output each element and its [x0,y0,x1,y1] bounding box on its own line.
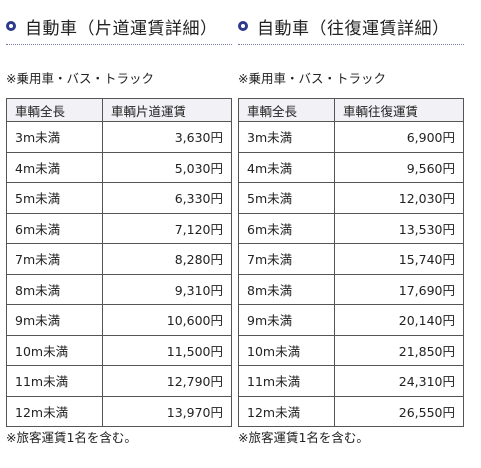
fare-cell: 12,790円 [102,365,232,397]
vehicle-length-cell: 11m未満 [6,365,103,397]
table-row: 6m未満 13,530円 [238,212,464,244]
vehicle-length-cell: 8m未満 [6,273,103,305]
fare-cell: 24,310円 [334,365,464,397]
table-header-row: 車輌全長 車輌往復運賃 [238,98,464,122]
round-trip-fare-header: 車輌往復運賃 [334,98,464,122]
fare-cell: 17,690円 [334,273,464,305]
vehicle-length-cell: 6m未満 [6,212,103,244]
fare-cell: 11,500円 [102,334,232,366]
one-way-fare-panel: 自動車（片道運賃詳細） ※乗用車・バス・トラック 車輌全長 車輌片道運賃 3m未… [6,0,232,446]
table-row: 6m未満 7,120円 [6,212,232,244]
table-row: 12m未満 26,550円 [238,395,464,427]
vehicle-length-cell: 10m未満 [238,334,335,366]
vehicle-length-cell: 8m未満 [238,273,335,305]
fare-cell: 9,310円 [102,273,232,305]
table-row: 5m未満 6,330円 [6,182,232,214]
table-row: 11m未満 24,310円 [238,365,464,397]
vehicle-length-cell: 4m未満 [238,151,335,183]
fare-cell: 7,120円 [102,212,232,244]
vehicle-length-header: 車輌全長 [238,98,335,122]
fare-cell: 6,900円 [334,121,464,153]
table-row: 5m未満 12,030円 [238,182,464,214]
fare-cell: 20,140円 [334,304,464,336]
round-trip-fare-panel: 自動車（往復運賃詳細） ※乗用車・バス・トラック 車輌全長 車輌往復運賃 3m未… [238,0,464,446]
table-row: 7m未満 15,740円 [238,243,464,275]
one-way-title: 自動車（片道運賃詳細） [25,18,218,39]
circle-bullet-icon [6,21,16,31]
table-row: 8m未満 17,690円 [238,273,464,305]
vehicle-length-cell: 7m未満 [238,243,335,275]
table-row: 3m未満 3,630円 [6,121,232,153]
table-row: 10m未満 11,500円 [6,334,232,366]
fare-cell: 3,630円 [102,121,232,153]
fare-cell: 21,850円 [334,334,464,366]
vehicle-length-cell: 9m未満 [6,304,103,336]
vehicle-length-cell: 6m未満 [238,212,335,244]
fare-cell: 6,330円 [102,182,232,214]
fare-cell: 5,030円 [102,151,232,183]
vehicle-length-cell: 9m未満 [238,304,335,336]
one-way-fare-table: 車輌全長 車輌片道運賃 3m未満 3,630円 4m未満 5,030円 5m未満 6,… [6,98,232,427]
table-row: 8m未満 9,310円 [6,273,232,305]
vehicle-length-cell: 5m未満 [6,182,103,214]
table-row: 4m未満 5,030円 [6,151,232,183]
fare-cell: 9,560円 [334,151,464,183]
vehicle-length-cell: 12m未満 [238,395,335,427]
fare-cell: 15,740円 [334,243,464,275]
table-row: 4m未満 9,560円 [238,151,464,183]
table-header-row: 車輌全長 車輌片道運賃 [6,98,232,122]
fare-cell: 12,030円 [334,182,464,214]
fare-cell: 8,280円 [102,243,232,275]
vehicle-length-cell: 4m未満 [6,151,103,183]
vehicle-length-cell: 5m未満 [238,182,335,214]
vehicle-length-cell: 3m未満 [238,121,335,153]
vehicle-length-header: 車輌全長 [6,98,103,122]
table-row: 9m未満 10,600円 [6,304,232,336]
round-trip-fare-table: 車輌全長 車輌往復運賃 3m未満 6,900円 4m未満 9,560円 5m未満 12… [238,98,464,427]
vehicle-length-cell: 12m未満 [6,395,103,427]
table-row: 11m未満 12,790円 [6,365,232,397]
vehicle-length-cell: 7m未満 [6,243,103,275]
one-way-passenger-note: ※旅客運賃1名を含む。 [6,430,137,445]
table-row: 7m未満 8,280円 [6,243,232,275]
table-row: 10m未満 21,850円 [238,334,464,366]
table-row: 9m未満 20,140円 [238,304,464,336]
fare-cell: 13,530円 [334,212,464,244]
table-row: 12m未満 13,970円 [6,395,232,427]
round-trip-passenger-note: ※旅客運賃1名を含む。 [238,430,369,445]
one-way-vehicle-note: ※乗用車・バス・トラック [6,71,154,86]
fare-cell: 13,970円 [102,395,232,427]
vehicle-length-cell: 11m未満 [238,365,335,397]
round-trip-heading: 自動車（往復運賃詳細） [238,14,464,45]
vehicle-length-cell: 10m未満 [6,334,103,366]
circle-bullet-icon [238,21,248,31]
one-way-fare-header: 車輌片道運賃 [102,98,232,122]
round-trip-vehicle-note: ※乗用車・バス・トラック [238,71,386,86]
table-row: 3m未満 6,900円 [238,121,464,153]
fare-cell: 26,550円 [334,395,464,427]
vehicle-length-cell: 3m未満 [6,121,103,153]
one-way-heading: 自動車（片道運賃詳細） [6,14,232,45]
round-trip-title: 自動車（往復運賃詳細） [257,18,450,39]
fare-cell: 10,600円 [102,304,232,336]
